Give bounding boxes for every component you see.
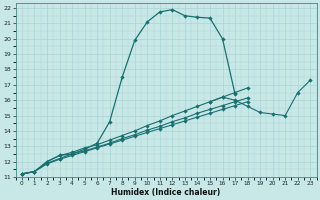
- X-axis label: Humidex (Indice chaleur): Humidex (Indice chaleur): [111, 188, 221, 197]
